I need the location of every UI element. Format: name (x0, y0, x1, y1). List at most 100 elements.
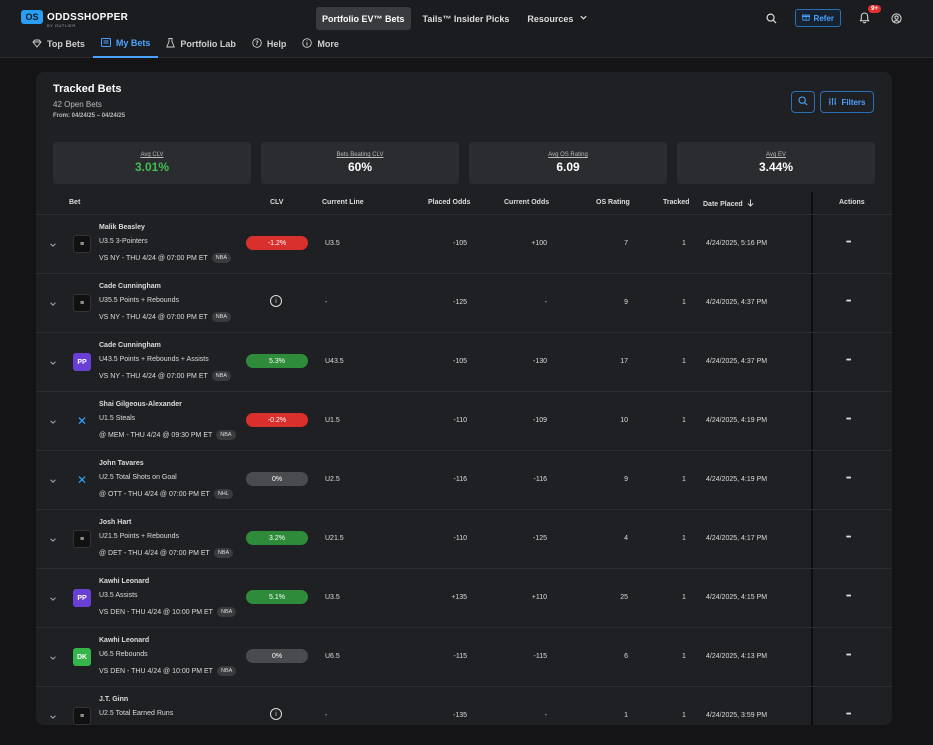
nav-tails-insider-picks[interactable]: Tails™ Insider Picks (422, 13, 510, 24)
os-rating: 17 (620, 358, 628, 365)
account-icon[interactable] (887, 9, 905, 27)
top-nav: Portfolio EV™ Bets Tails™ Insider Picks … (316, 7, 594, 30)
table-search-button[interactable] (791, 91, 815, 113)
player-name: Malik Beasley (99, 224, 145, 231)
clv-info-icon[interactable]: i (270, 708, 282, 720)
placed-odds: -110 (453, 535, 468, 542)
arrow-down-icon (747, 199, 754, 209)
refer-button[interactable]: Refer (794, 9, 841, 27)
stat-label[interactable]: Bets Beating CLV (336, 152, 384, 158)
clv-badge: 5.1% (246, 590, 308, 604)
current-odds: -130 (532, 358, 547, 365)
expand-row-chevron-icon[interactable] (49, 595, 57, 605)
sportsbook-logo-icon: ≡ (73, 530, 91, 548)
table-row[interactable]: DK Kawhi Leonard U6.5 Rebounds VS DEN - THU… (36, 627, 892, 686)
more-actions-icon[interactable]: ••• (846, 298, 851, 305)
sportsbook-logo-icon: ≡ (73, 294, 91, 312)
more-actions-icon[interactable]: ••• (846, 239, 851, 246)
game-info: @ MEM - THU 4/24 @ 09:30 PM ET NBA (99, 430, 236, 440)
col-header-clv[interactable]: CLV (270, 199, 284, 206)
col-header-current-odds[interactable]: Current Odds (504, 199, 550, 206)
logo-subtext: BY OUTLIER (47, 23, 76, 28)
col-header-placed-odds[interactable]: Placed Odds (428, 199, 471, 206)
clv-badge: 5.3% (246, 354, 308, 368)
tab-my-bets[interactable]: My Bets (92, 30, 159, 58)
nav-portfolio-ev-bets[interactable]: Portfolio EV™ Bets (316, 7, 411, 30)
bet-description: U3.5 Assists (99, 592, 138, 599)
player-name: John Tavares (99, 460, 144, 467)
tab-portfolio-lab-label: Portfolio Lab (180, 39, 236, 49)
more-actions-icon[interactable]: ••• (846, 475, 851, 482)
expand-row-chevron-icon[interactable] (49, 418, 57, 428)
expand-row-chevron-icon[interactable] (49, 477, 57, 487)
more-actions-icon[interactable]: ••• (846, 357, 851, 364)
more-actions-icon[interactable]: ••• (846, 534, 851, 541)
current-line: - (325, 299, 328, 306)
current-odds: -125 (532, 535, 547, 542)
expand-row-chevron-icon[interactable] (49, 300, 57, 310)
col-header-bet[interactable]: Bet (69, 199, 81, 206)
placed-odds: -135 (452, 712, 467, 719)
more-actions-icon[interactable]: ••• (846, 652, 851, 659)
expand-row-chevron-icon[interactable] (49, 359, 57, 369)
table-row[interactable]: PP Cade Cunningham U43.5 Points + Rebounds… (36, 332, 892, 391)
col-header-tracked[interactable]: Tracked (663, 199, 690, 206)
filters-button[interactable]: Filters (820, 91, 874, 113)
gift-icon (801, 13, 810, 23)
current-odds: - (544, 299, 547, 306)
col-header-current-line[interactable]: Current Line (322, 199, 364, 206)
col-header-os-rating[interactable]: OS Rating (596, 199, 630, 206)
current-odds: +110 (531, 594, 547, 601)
tracked-count: 1 (682, 712, 686, 719)
tab-my-bets-label: My Bets (115, 38, 151, 48)
refer-label: Refer (813, 13, 834, 23)
table-row[interactable]: ≡ J.T. Ginn U2.5 Total Earned Runs i - -135 - 1… (36, 686, 892, 745)
more-actions-icon[interactable]: ••• (846, 711, 851, 718)
tracked-count: 1 (682, 358, 686, 365)
stat-label[interactable]: Avg EV (766, 152, 786, 158)
table-row[interactable]: ≡ Cade Cunningham U35.5 Points + Rebounds V… (36, 273, 892, 332)
expand-row-chevron-icon[interactable] (49, 713, 57, 723)
more-actions-icon[interactable]: ••• (846, 593, 851, 600)
table-row[interactable]: ✕ John Tavares U2.5 Total Shots on Goal @ O… (36, 450, 892, 509)
table-row[interactable]: ✕ Shai Gilgeous-Alexander U1.5 Steals @ MEM… (36, 391, 892, 450)
tab-more[interactable]: More (294, 30, 347, 58)
col-header-date-placed-label: Date Placed (703, 200, 743, 208)
more-actions-icon[interactable]: ••• (846, 416, 851, 423)
tracked-count: 1 (682, 535, 686, 542)
tracked-count: 1 (682, 299, 686, 306)
nav-resources[interactable]: Resources (521, 7, 594, 30)
col-header-date-placed[interactable]: Date Placed (703, 199, 754, 209)
notifications-bell-icon[interactable]: 9+ (855, 5, 881, 27)
clv-badge: 0% (246, 472, 308, 486)
tab-top-bets[interactable]: Top Bets (24, 30, 93, 58)
current-line: - (325, 712, 328, 719)
expand-row-chevron-icon[interactable] (49, 654, 57, 664)
diamond-icon (32, 39, 42, 50)
logo-mark: OS (21, 10, 43, 24)
table-row[interactable]: PP Kawhi Leonard U3.5 Assists VS DEN - THU … (36, 568, 892, 627)
stat-label[interactable]: Avg CLV (140, 152, 164, 158)
date-placed: 4/24/2025, 4:13 PM (706, 653, 768, 660)
tab-help[interactable]: ? Help (244, 30, 295, 58)
os-rating: 10 (620, 417, 628, 424)
current-line: U3.5 (325, 240, 340, 247)
tab-portfolio-lab[interactable]: Portfolio Lab (158, 30, 244, 58)
expand-row-chevron-icon[interactable] (49, 241, 57, 251)
expand-row-chevron-icon[interactable] (49, 536, 57, 546)
sportsbook-logo-icon: ✕ (76, 473, 88, 487)
game-time: VS NY - THU 4/24 @ 07:00 PM ET (99, 254, 208, 262)
current-line: U6.5 (325, 653, 340, 660)
search-icon[interactable] (763, 9, 781, 27)
table-row[interactable]: ≡ Malik Beasley U3.5 3-Pointers VS NY - THU… (36, 214, 892, 273)
clv-info-icon[interactable]: i (270, 295, 282, 307)
league-tag: NBA (211, 312, 232, 322)
bet-description: U35.5 Points + Rebounds (99, 297, 179, 304)
bet-description: U1.5 Steals (99, 415, 136, 422)
sub-nav: Top Bets My Bets Portfolio Lab ? Help Mo… (24, 30, 347, 58)
oddsshopper-logo[interactable]: OS ODDSSHOPPER BY OUTLIER (21, 10, 128, 28)
stat-label[interactable]: Avg OS Rating (548, 152, 588, 158)
stat-avg-clv: Avg CLV 3.01% (53, 142, 251, 184)
table-row[interactable]: ≡ Josh Hart U21.5 Points + Rebounds @ DET -… (36, 509, 892, 568)
sportsbook-logo-icon: ≡ (73, 707, 91, 725)
